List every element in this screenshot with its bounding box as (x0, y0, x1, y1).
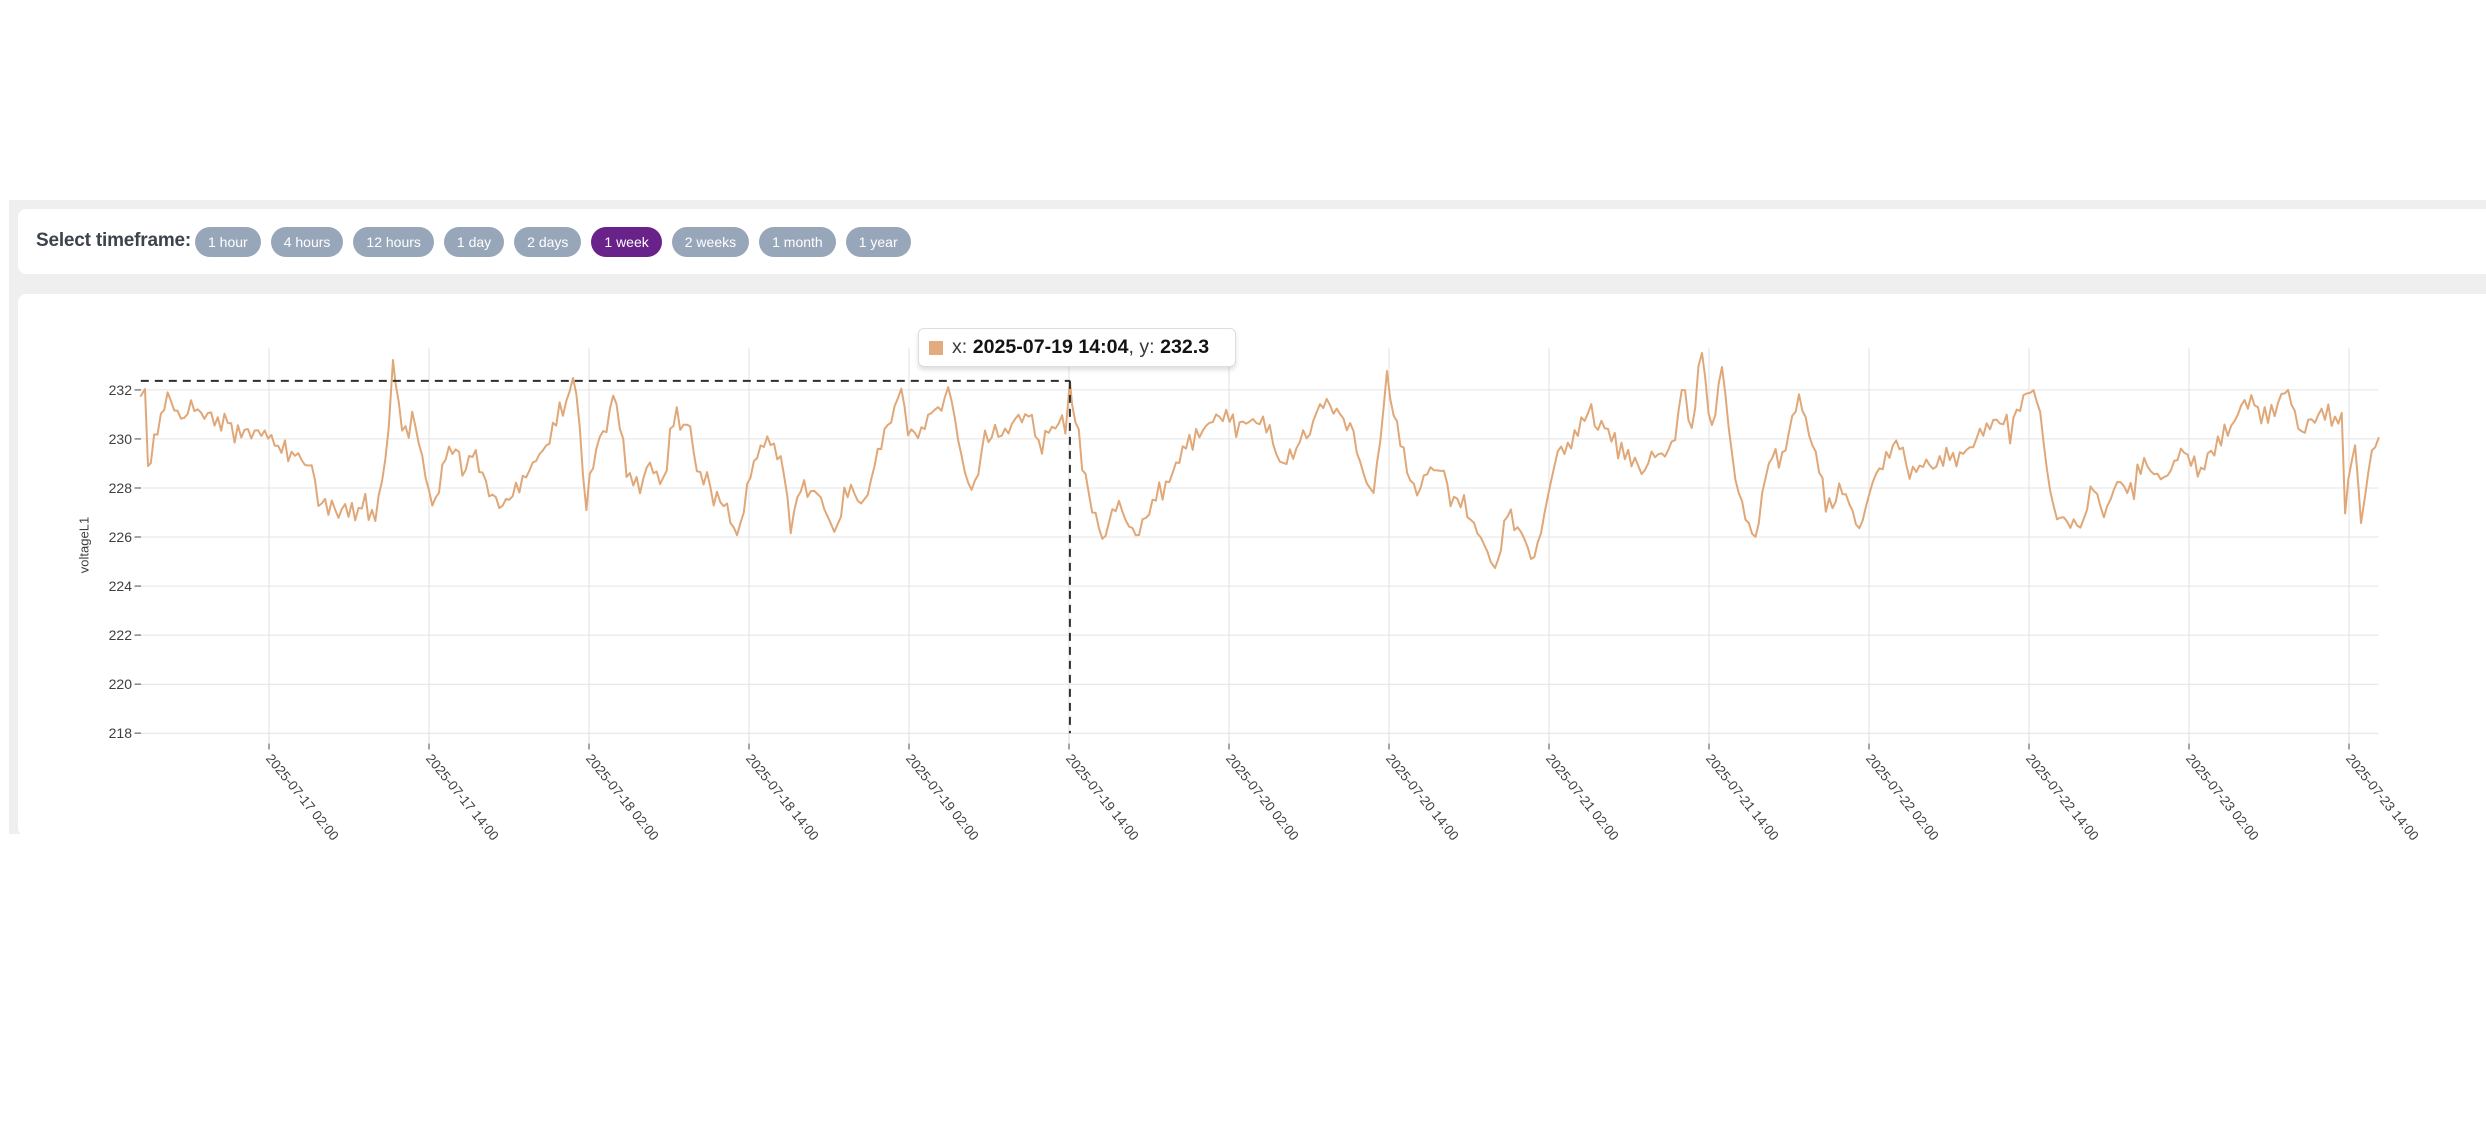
svg-text:2025-07-18 14:00: 2025-07-18 14:00 (743, 751, 822, 843)
svg-text:2025-07-22 02:00: 2025-07-22 02:00 (1863, 751, 1942, 843)
svg-text:2025-07-23 02:00: 2025-07-23 02:00 (2183, 751, 2262, 843)
svg-text:2025-07-19 14:00: 2025-07-19 14:00 (1063, 751, 1142, 843)
svg-text:2025-07-21 14:00: 2025-07-21 14:00 (1703, 751, 1782, 843)
svg-text:2025-07-20 14:00: 2025-07-20 14:00 (1383, 751, 1462, 843)
svg-text:222: 222 (109, 627, 133, 643)
svg-text:228: 228 (109, 480, 133, 496)
svg-text:224: 224 (109, 578, 133, 594)
svg-text:2025-07-20 02:00: 2025-07-20 02:00 (1223, 751, 1302, 843)
svg-text:2025-07-18 02:00: 2025-07-18 02:00 (583, 751, 662, 843)
svg-text:230: 230 (109, 431, 133, 447)
svg-text:2025-07-23 14:00: 2025-07-23 14:00 (2343, 751, 2422, 843)
svg-text:226: 226 (109, 529, 133, 545)
svg-text:voltageL1: voltageL1 (77, 517, 92, 573)
svg-text:2025-07-19 02:00: 2025-07-19 02:00 (903, 751, 982, 843)
svg-text:2025-07-17 02:00: 2025-07-17 02:00 (263, 751, 342, 843)
svg-text:2025-07-22 14:00: 2025-07-22 14:00 (2023, 751, 2102, 843)
svg-text:2025-07-17 14:00: 2025-07-17 14:00 (423, 751, 502, 843)
svg-text:232: 232 (109, 382, 133, 398)
svg-text:218: 218 (109, 725, 133, 741)
svg-text:2025-07-21 02:00: 2025-07-21 02:00 (1543, 751, 1622, 843)
svg-text:220: 220 (109, 676, 133, 692)
